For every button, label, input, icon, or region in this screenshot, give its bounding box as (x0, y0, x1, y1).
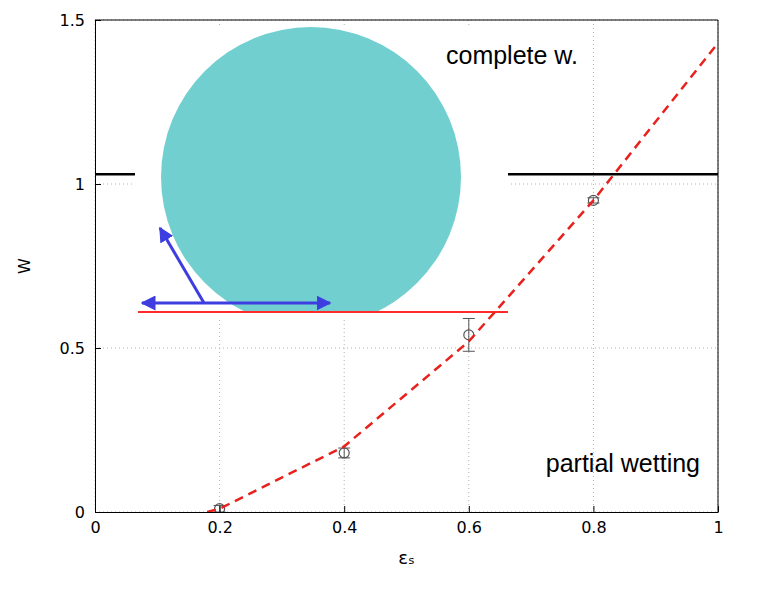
error-bar-cap (463, 351, 475, 352)
tick-mark (95, 348, 101, 349)
grid-line (95, 20, 96, 512)
grid-line (95, 512, 718, 513)
tick-label: 0 (75, 503, 85, 522)
grid-line (95, 20, 718, 21)
annotation: partial wetting (546, 449, 700, 477)
tick-label: 1 (75, 175, 85, 194)
tick: 0 (75, 503, 101, 522)
tick-label: 0 (90, 518, 100, 537)
annotation: complete w. (446, 41, 578, 69)
tick: 0.2 (207, 506, 232, 537)
chart: 0 0.2 0.4 0.6 0.8 1 0 0.5 1 1.5 εₛ Wcomplete w. part… (0, 0, 765, 600)
grid-line (593, 20, 594, 512)
tension-arrow (160, 228, 204, 303)
axis-line (95, 21, 96, 513)
tick: 0.5 (60, 339, 101, 358)
y-axis: 0 0.5 1 1.5 (60, 11, 101, 522)
error-bar-cap (463, 318, 475, 319)
point (339, 448, 349, 458)
error-bar-stem (219, 505, 220, 512)
tick-label: 1 (713, 518, 723, 537)
inset (135, 25, 508, 327)
tick-mark (469, 506, 470, 512)
x-axis: 0 0.2 0.4 0.6 0.8 1 (90, 506, 723, 537)
substrate (138, 311, 508, 313)
tick-label: 0.8 (581, 518, 606, 537)
error-bar-stem (344, 448, 345, 458)
tick-label: 0.4 (332, 518, 357, 537)
frame (718, 20, 719, 512)
tick: 1 (75, 175, 101, 194)
tick-mark (220, 506, 221, 512)
line (207, 43, 718, 512)
grid-line (95, 348, 718, 349)
error-bar-stem (468, 318, 469, 351)
frame (95, 20, 718, 21)
tick-mark (344, 506, 345, 512)
grid (95, 20, 718, 512)
marks (207, 43, 718, 512)
tick-label: 0.2 (207, 518, 232, 537)
tick: 0.6 (457, 506, 482, 537)
tick-label: 0.6 (457, 518, 482, 537)
y-axis-title: W (15, 258, 34, 274)
axis-line (96, 512, 719, 513)
error-bar (338, 448, 350, 458)
tick-label: 0.5 (60, 339, 85, 358)
tick-mark (593, 506, 594, 512)
plot: 0 0.2 0.4 0.6 0.8 1 0 0.5 1 1.5 (60, 11, 724, 538)
tension-arrow (142, 302, 330, 305)
tick: 0.4 (332, 506, 357, 537)
tick-mark (95, 184, 101, 185)
tick: 1.5 (60, 11, 101, 30)
tick: 0.8 (581, 506, 606, 537)
droplet (161, 27, 461, 312)
x-axis-title: εₛ (398, 547, 414, 568)
grid-line (718, 20, 719, 512)
tick-mark (95, 512, 101, 513)
tick-label: 1.5 (60, 11, 85, 30)
